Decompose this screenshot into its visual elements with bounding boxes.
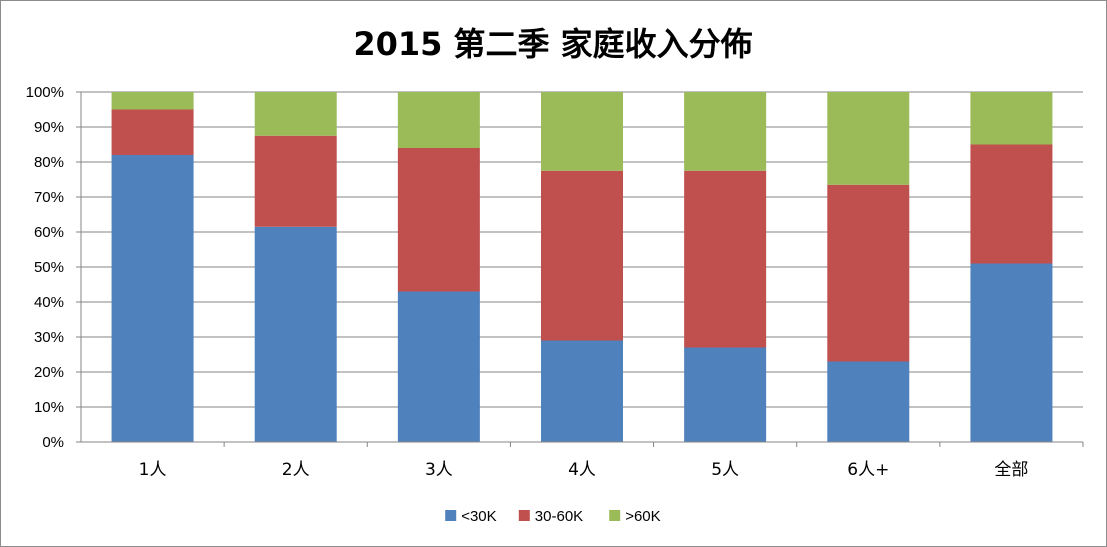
chart-title: 2015 第二季 家庭收入分佈 [353, 25, 752, 63]
bars [111, 92, 1053, 442]
x-tick-label: 5人 [711, 460, 739, 480]
bar-segment [684, 347, 767, 442]
y-tick-label: 70% [34, 189, 64, 206]
y-tick-label: 90% [34, 119, 64, 136]
y-tick-label: 80% [34, 154, 64, 171]
bar-segment [111, 109, 194, 155]
y-tick-label: 60% [34, 224, 64, 241]
bar-segment [254, 92, 337, 136]
bar-segment [111, 155, 194, 442]
legend-swatch [518, 510, 530, 521]
x-axis: 1人 2人 3人 4人 5人 6人+ 全部 [81, 441, 1084, 480]
bar-segment [111, 92, 194, 110]
legend-swatch [609, 510, 621, 521]
bar-segment [254, 226, 337, 442]
y-tick-label: 40% [34, 294, 64, 311]
x-tick-label: 2人 [282, 460, 310, 480]
bar-segment [827, 184, 910, 362]
bar-segment [541, 340, 623, 442]
y-axis: 0% 10% 20% 30% 40% 50% 60% 70% 80% 90% 100% [26, 84, 82, 451]
bar-segment [684, 92, 767, 171]
bar-segment [827, 361, 910, 442]
bar-segment [254, 135, 337, 227]
bar-segment [684, 170, 767, 348]
y-tick-label: 100% [26, 84, 64, 101]
y-tick-label: 50% [34, 259, 64, 276]
legend-label: >60K [625, 508, 660, 525]
x-tick-label: 6人+ [847, 460, 889, 480]
x-tick-label: 3人 [425, 460, 453, 480]
y-tick-label: 0% [42, 434, 64, 451]
bar-segment [827, 92, 910, 185]
y-tick-label: 20% [34, 364, 64, 381]
x-tick-label: 1人 [139, 460, 167, 480]
bar-segment [397, 148, 480, 292]
bar-segment [397, 92, 480, 148]
legend-label: 30-60K [535, 508, 583, 525]
y-tick-label: 30% [34, 329, 64, 346]
x-tick-label: 4人 [568, 460, 596, 480]
legend-swatch [445, 510, 457, 521]
legend: <30K 30-60K >60K [445, 508, 661, 525]
legend-label: <30K [461, 508, 496, 525]
bar-segment [541, 170, 623, 341]
x-tick-label: 全部 [994, 460, 1028, 480]
bar-segment [970, 92, 1053, 145]
y-tick-label: 10% [34, 399, 64, 416]
bar-segment [541, 92, 623, 171]
bar-segment [397, 291, 480, 442]
bar-segment [970, 144, 1053, 264]
bar-segment [970, 263, 1053, 442]
